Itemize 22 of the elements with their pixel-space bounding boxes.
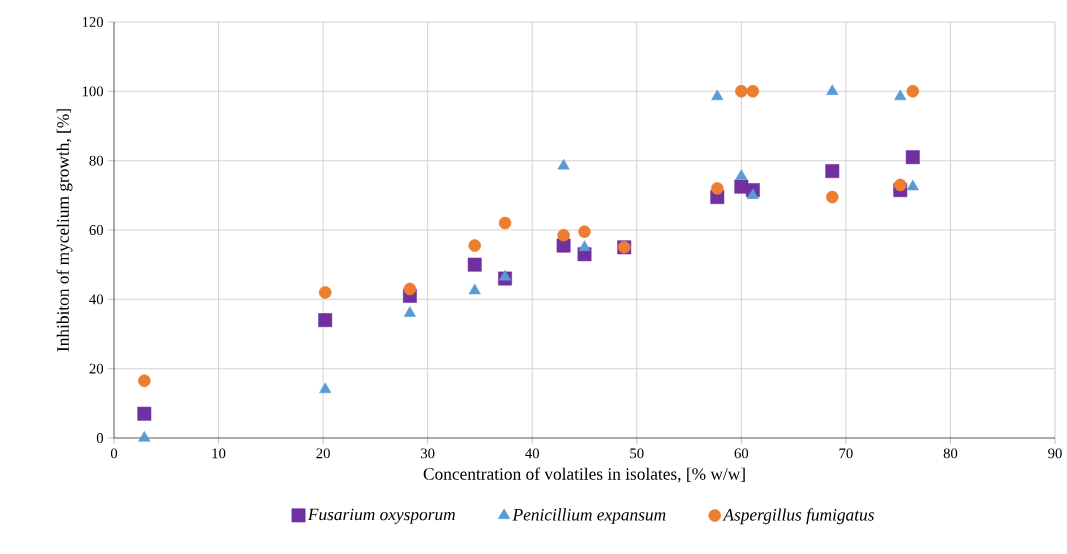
x-tick-label: 30 bbox=[421, 448, 435, 459]
y-tick-label: 60 bbox=[89, 225, 104, 235]
x-axis-title: Concentration of volatiles in isolates, [% w/w] bbox=[423, 467, 745, 483]
y-tick-label: 120 bbox=[82, 17, 104, 27]
x-tick-label: 80 bbox=[943, 448, 958, 459]
y-tick-label: 80 bbox=[89, 155, 104, 166]
legend-label: Penicillium expansum bbox=[512, 508, 666, 525]
legend-label: Fusarium oxysporum bbox=[307, 508, 455, 524]
x-tick-label: 70 bbox=[839, 448, 853, 459]
x-tick-label: 50 bbox=[630, 448, 644, 459]
legend-label: Aspergillus fumigatus bbox=[722, 508, 874, 525]
y-tick-label: 100 bbox=[82, 86, 104, 97]
y-tick-label: 0 bbox=[96, 433, 104, 443]
x-tick-label: 0 bbox=[110, 448, 118, 459]
x-tick-label: 40 bbox=[525, 448, 539, 459]
x-tick-label: 60 bbox=[734, 448, 749, 459]
x-tick-label: 20 bbox=[316, 448, 330, 459]
y-axis-title: Inhibiton of mycelium growth, [%] bbox=[56, 109, 73, 352]
y-tick-label: 40 bbox=[89, 294, 104, 305]
x-tick-label: 10 bbox=[212, 448, 226, 459]
y-tick-label: 20 bbox=[89, 363, 104, 374]
x-tick-label: 90 bbox=[1048, 448, 1062, 459]
